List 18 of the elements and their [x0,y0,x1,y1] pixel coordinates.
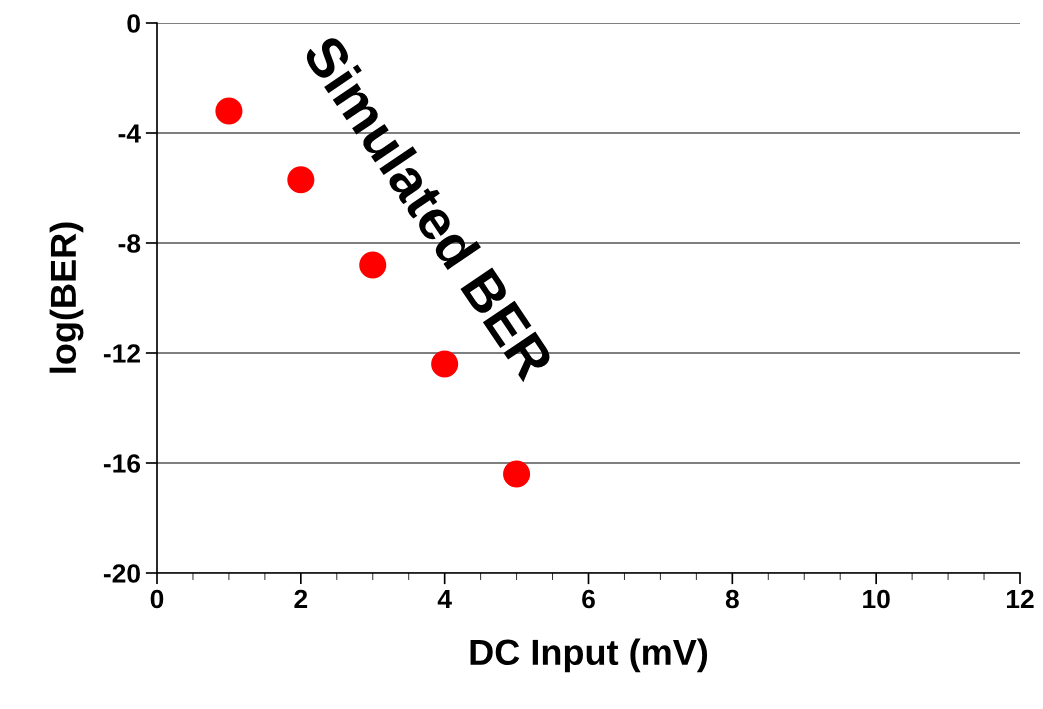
x-tick-label: 4 [437,589,452,609]
x-tick-label: 2 [294,589,308,609]
y-tick-label: -8 [118,234,141,253]
x-tick-label: 10 [863,589,890,609]
x-tick-label: 12 [1006,589,1034,609]
point [503,460,531,488]
y-tick-label: -4 [118,124,141,143]
y-tick-label: 0 [127,14,140,33]
y-tick-label: -12 [103,344,140,363]
point [215,97,243,125]
x-tick-label: 8 [725,589,739,609]
x-tick-label: 6 [582,589,595,609]
y-axis-title: log(BER) [49,222,84,373]
y-tick-label: -16 [103,454,141,473]
x-tick-label: 0 [150,589,164,609]
x-axis-title: DC Input (mV) [470,638,708,673]
point [431,350,459,378]
y-tick-label: -20 [103,564,140,583]
